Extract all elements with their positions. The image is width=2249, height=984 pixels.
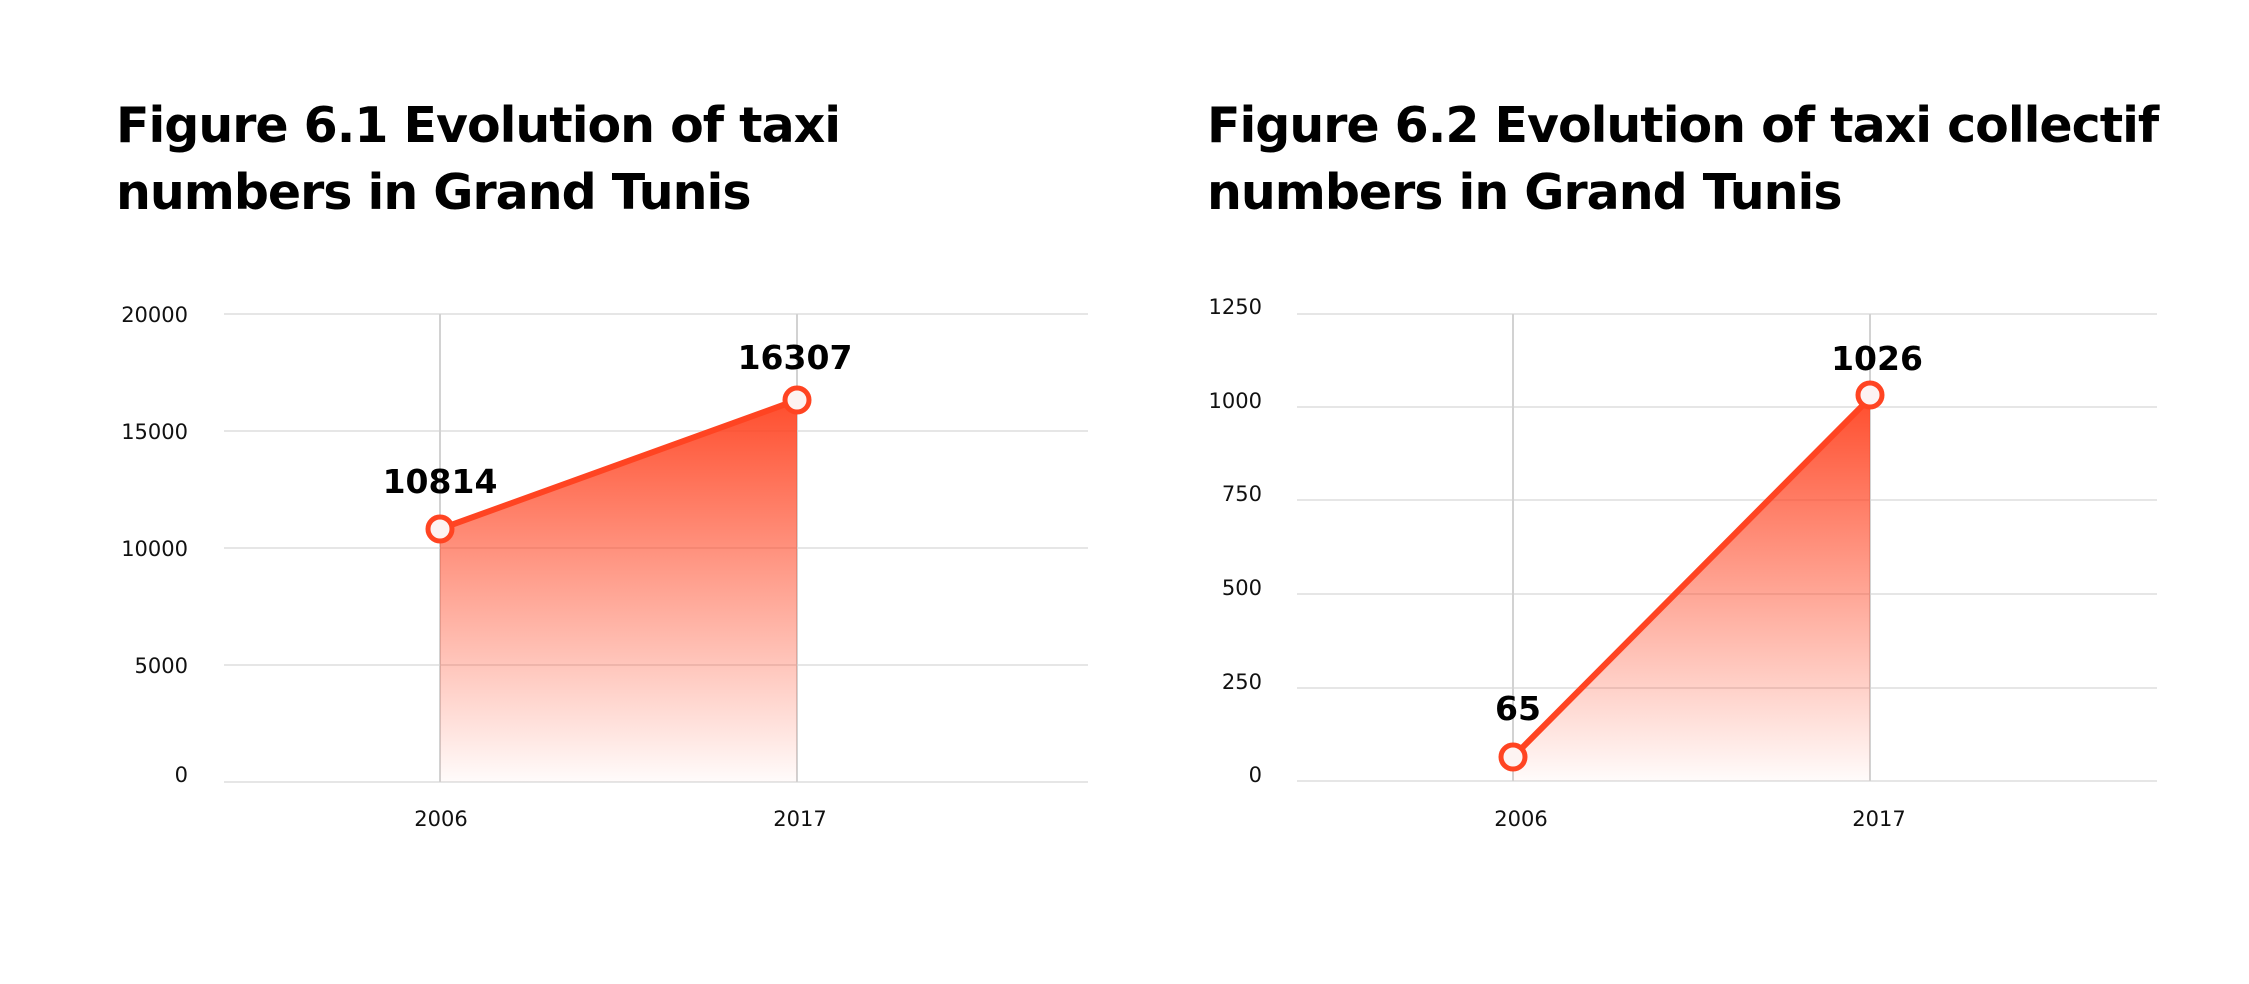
chart1-x-axis: 2006 2017 <box>414 807 826 831</box>
y-tick: 1000 <box>1209 389 1262 413</box>
chart2-marker-2006[interactable] <box>1498 742 1528 772</box>
chart1-line <box>437 397 800 532</box>
y-tick: 500 <box>1222 576 1262 600</box>
y-tick: 750 <box>1222 482 1262 506</box>
chart1-marker-2006[interactable] <box>425 514 455 544</box>
chart2-value-2017: 1026 <box>1831 339 1923 378</box>
y-tick: 1250 <box>1209 295 1262 319</box>
chart1-title: Figure 6.1 Evolution of taxi numbers in … <box>116 92 841 226</box>
y-tick: 5000 <box>135 654 188 678</box>
chart2-marker-2017[interactable] <box>1855 380 1885 410</box>
chart2: 1250 1000 750 500 250 0 2006 2017 65 102… <box>1209 295 2157 831</box>
chart1: 20000 15000 10000 5000 0 2006 2017 10814… <box>121 303 1088 831</box>
x-label: 2006 <box>414 807 467 831</box>
chart1-y-axis: 20000 15000 10000 5000 0 <box>121 303 188 787</box>
chart1-value-2017: 16307 <box>738 338 853 377</box>
x-label: 2017 <box>773 807 826 831</box>
chart2-area <box>1513 398 1870 781</box>
chart1-title-line1: Figure 6.1 Evolution of taxi <box>116 97 841 154</box>
x-label: 2006 <box>1494 807 1547 831</box>
x-label: 2017 <box>1852 807 1905 831</box>
chart2-line <box>1510 395 1873 760</box>
chart2-value-2006: 65 <box>1495 689 1541 728</box>
chart1-title-line2: numbers in Grand Tunis <box>116 164 752 221</box>
y-tick: 0 <box>175 763 188 787</box>
y-tick: 20000 <box>121 303 188 327</box>
y-tick: 10000 <box>121 537 188 561</box>
y-tick: 0 <box>1249 763 1262 787</box>
chart2-title: Figure 6.2 Evolution of taxi collectif n… <box>1207 92 2159 226</box>
y-tick: 250 <box>1222 670 1262 694</box>
chart1-value-2006: 10814 <box>383 462 498 501</box>
chart2-title-line2: numbers in Grand Tunis <box>1207 164 1843 221</box>
chart2-x-axis: 2006 2017 <box>1494 807 1905 831</box>
chart2-y-axis: 1250 1000 750 500 250 0 <box>1209 295 1262 787</box>
chart2-title-line1: Figure 6.2 Evolution of taxi collectif <box>1207 97 2159 154</box>
chart1-area <box>440 400 797 782</box>
chart1-marker-2017[interactable] <box>782 385 812 415</box>
y-tick: 15000 <box>121 420 188 444</box>
